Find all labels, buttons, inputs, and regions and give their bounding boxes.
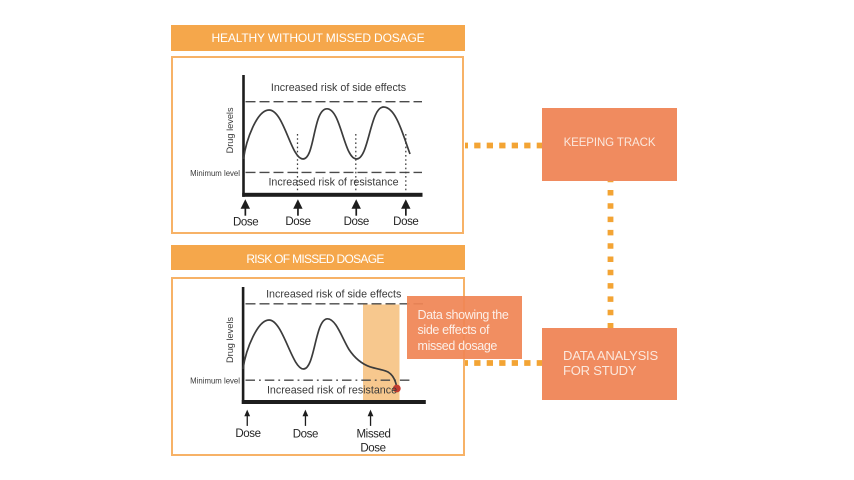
svg-text:Minimum level: Minimum level	[190, 169, 240, 178]
svg-text:Drug levels: Drug levels	[225, 317, 235, 363]
svg-text:Dose: Dose	[344, 216, 369, 228]
svg-text:Dose: Dose	[285, 216, 310, 228]
svg-text:Increased risk of side effects: Increased risk of side effects	[266, 289, 401, 301]
svg-text:Increased risk of side effects: Increased risk of side effects	[271, 82, 406, 94]
svg-text:Increased risk of resistance: Increased risk of resistance	[268, 177, 398, 189]
svg-text:Dose: Dose	[393, 216, 418, 228]
svg-text:Minimum level: Minimum level	[190, 376, 240, 385]
svg-text:Increased risk of resistance: Increased risk of resistance	[267, 384, 397, 396]
svg-text:Dose: Dose	[233, 216, 258, 228]
svg-text:Missed: Missed	[356, 429, 390, 441]
svg-text:Drug levels: Drug levels	[225, 107, 235, 153]
svg-text:Dose: Dose	[360, 442, 385, 454]
svg-text:Dose: Dose	[235, 428, 260, 440]
svg-text:Dose: Dose	[293, 429, 318, 441]
